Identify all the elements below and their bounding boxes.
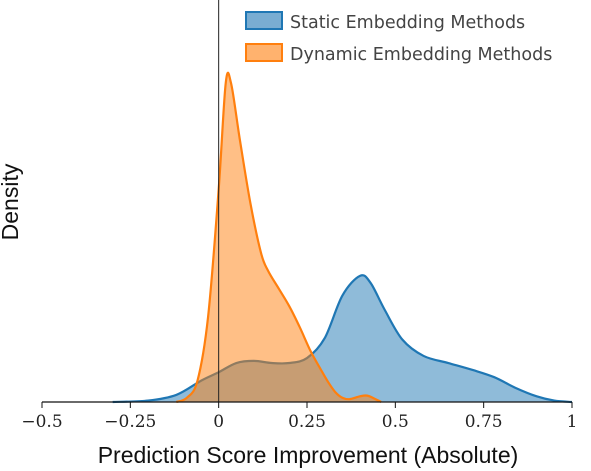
legend-label-dynamic: Dynamic Embedding Methods — [290, 45, 552, 65]
x-tick-label: 0 — [213, 412, 224, 432]
legend-label-static: Static Embedding Methods — [290, 13, 525, 33]
dynamic-density-outline — [175, 71, 382, 404]
density-areas — [112, 71, 573, 404]
dynamic-density-area — [176, 72, 382, 403]
x-ticks: −0.5 −0.25 0 0.25 0.5 0.75 1 — [21, 402, 577, 432]
x-axis-title: Prediction Score Improvement (Absolute) — [98, 442, 519, 468]
legend: Static Embedding Methods Dynamic Embeddi… — [245, 11, 552, 65]
x-tick-label: 0.5 — [382, 412, 409, 432]
x-tick-label: 1 — [567, 412, 578, 432]
x-tick-label: 0.25 — [288, 412, 326, 432]
y-axis-title: Density — [0, 163, 23, 240]
legend-swatch-dynamic — [245, 43, 283, 62]
legend-swatch-static — [245, 11, 283, 30]
x-tick-label: −0.25 — [104, 412, 156, 432]
x-tick-label: −0.5 — [21, 412, 62, 432]
x-tick-label: 0.75 — [465, 412, 503, 432]
